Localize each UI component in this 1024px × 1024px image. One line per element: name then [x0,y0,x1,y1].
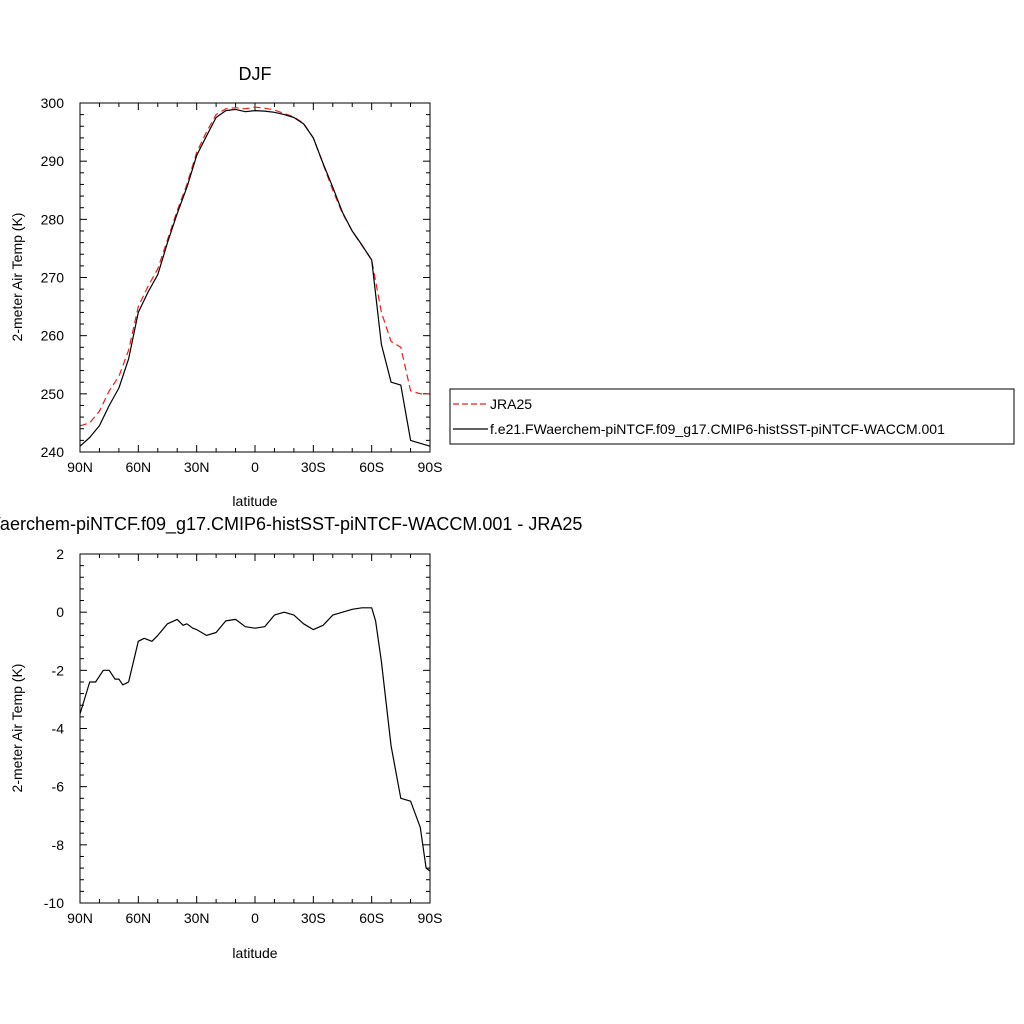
top-y-tick-label: 280 [41,211,65,227]
legend-entry-model: f.e21.FWaerchem-piNTCF.f09_g17.CMIP6-his… [490,421,945,437]
bottom-x-tick-label: 0 [251,910,259,926]
legend: JRA25 f.e21.FWaerchem-piNTCF.f09_g17.CMI… [449,388,1015,445]
bottom-chart: f.e21.FWaerchem-piNTCF.f09_g17.CMIP6-his… [0,514,582,961]
bottom-y-tick-label: 0 [56,604,64,620]
bottom-y-tick-label: -10 [44,895,64,911]
top-y-tick-label: 250 [41,386,65,402]
top-x-tick-label: 90S [418,459,443,475]
top-x-tick-label: 30N [184,459,210,475]
bottom-x-tick-label: 30N [184,910,210,926]
top-series-line-1 [79,108,431,447]
bottom-series-line-0 [79,607,431,872]
top-x-tick-label: 0 [251,459,259,475]
bottom-plot-frame [79,553,431,904]
bottom-chart-title: f.e21.FWaerchem-piNTCF.f09_g17.CMIP6-his… [0,514,582,535]
bottom-x-tick-label: 60S [359,910,384,926]
bottom-y-tick-label: -2 [52,662,65,678]
top-x-tick-label: 30S [301,459,326,475]
top-y-tick-label: 290 [41,153,65,169]
bottom-x-tick-label: 90N [67,910,93,926]
top-x-tick-label: 90N [67,459,93,475]
legend-box [449,388,1015,445]
top-chart-title: DJF [239,64,272,84]
top-x-tick-label: 60S [359,459,384,475]
bottom-y-tick-label: -8 [52,837,65,853]
top-chart: DJF 90N 60N 30N 0 30S 60S 90S 240 250 260 270 280 29… [9,64,442,509]
legend-entry-jra25: JRA25 [490,396,532,412]
bottom-y-tick-label: -6 [52,779,65,795]
bottom-x-axis-label: latitude [232,945,277,961]
top-y-axis-label: 2-meter Air Temp (K) [9,213,25,342]
top-y-tick-label: 240 [41,444,65,460]
bottom-y-tick-label: 2 [56,546,64,562]
top-y-tick-label: 270 [41,270,65,286]
top-y-tick-label: 300 [41,95,65,111]
top-series-line-0 [79,106,430,427]
top-y-tick-label: 260 [41,328,65,344]
top-x-axis-label: latitude [232,493,277,509]
bottom-y-tick-label: -4 [52,721,65,737]
top-plot-frame [79,102,431,453]
top-x-tick-label: 60N [125,459,151,475]
bottom-x-tick-label: 90S [418,910,443,926]
bottom-x-tick-label: 60N [125,910,151,926]
bottom-y-axis-label: 2-meter Air Temp (K) [9,664,25,793]
bottom-x-tick-label: 30S [301,910,326,926]
